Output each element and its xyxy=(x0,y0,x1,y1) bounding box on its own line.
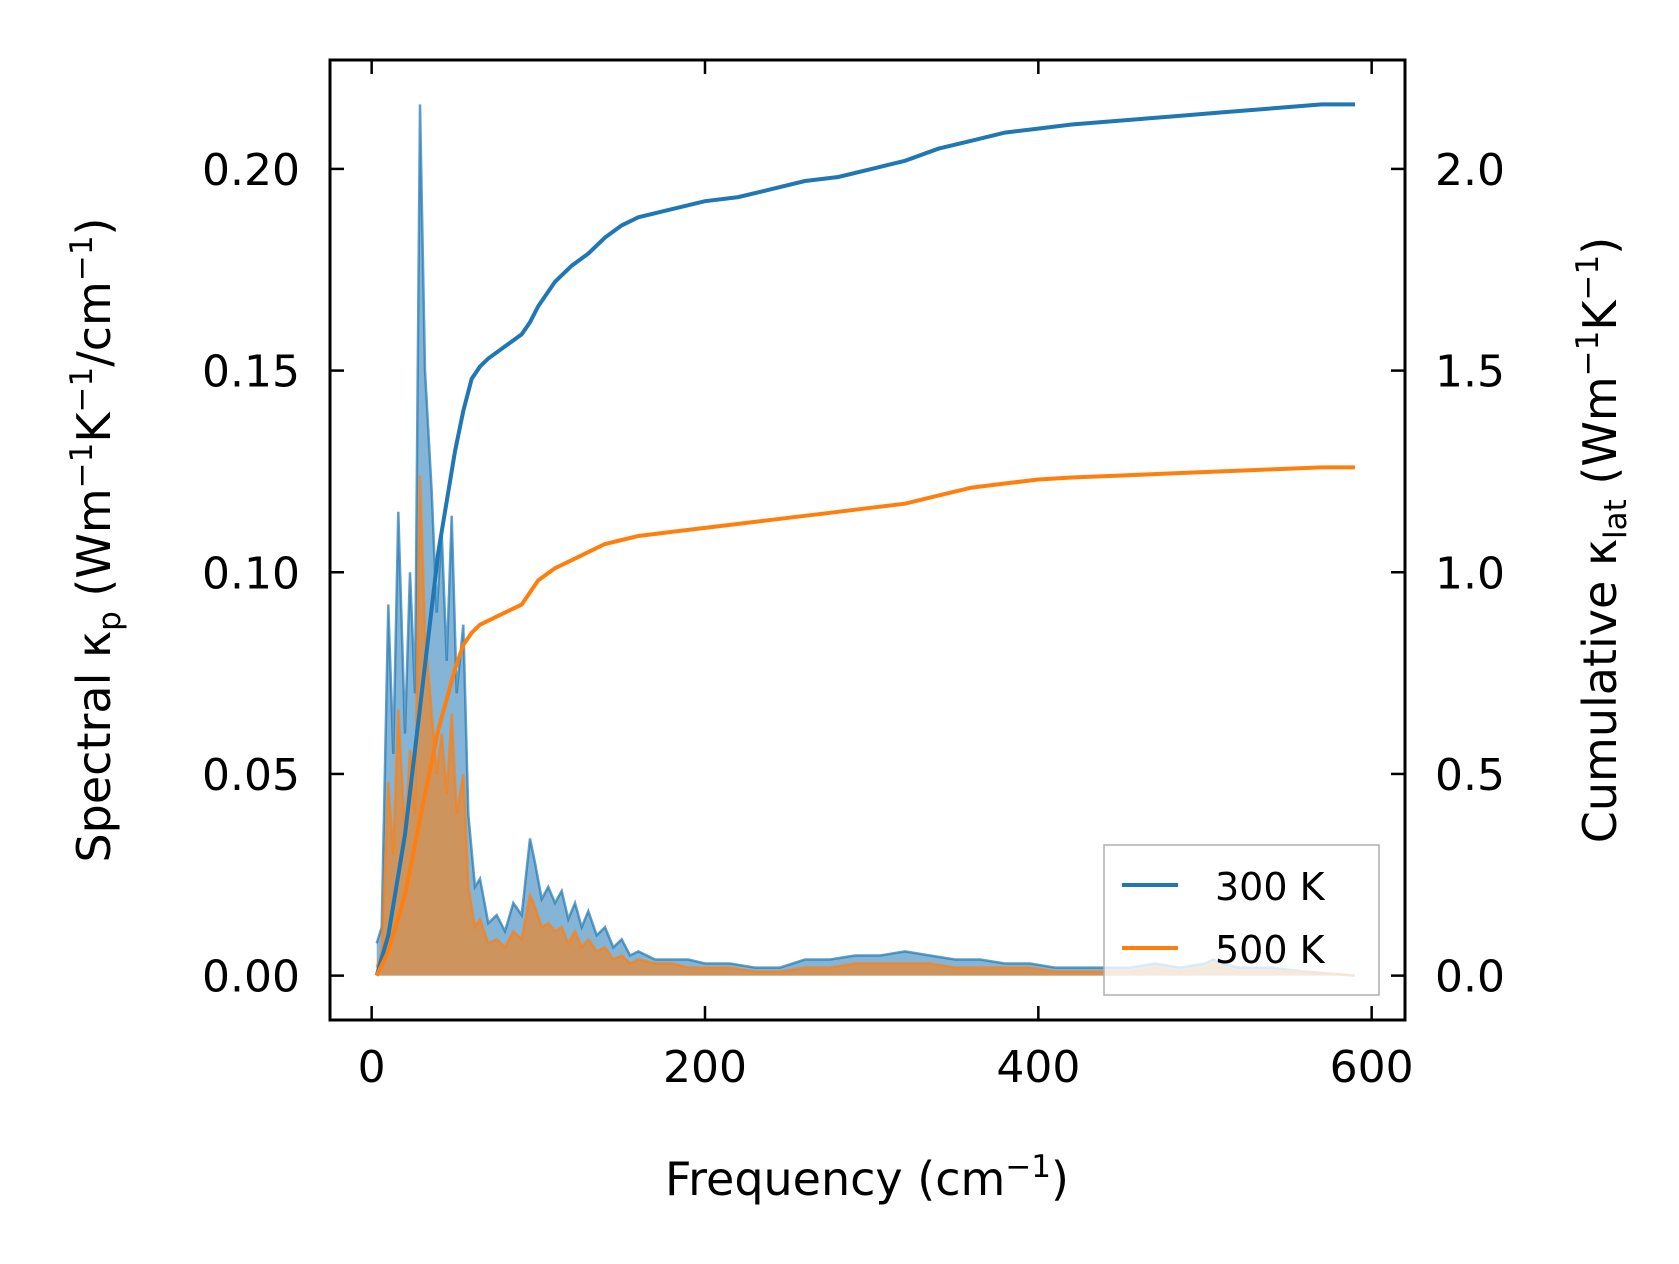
y-right-tick-label: 1.0 xyxy=(1435,548,1505,599)
plot-area xyxy=(374,102,1356,977)
y-left-tick-label: 0.15 xyxy=(202,347,300,398)
x-tick-label: 0 xyxy=(358,1042,386,1093)
y-right-tick-label: 0.0 xyxy=(1435,952,1505,1003)
y-right-tick-label: 0.5 xyxy=(1435,750,1505,801)
y-left-tick-label: 0.00 xyxy=(202,952,300,1003)
axes-frame xyxy=(328,58,1407,1022)
legend-label-500k: 500 K xyxy=(1215,928,1326,972)
y-right-axis-label: Cumulative κlat (Wm−1K−1) xyxy=(1570,237,1634,843)
legend-frame xyxy=(1103,844,1380,996)
x-axis-label: Frequency (cm−1) xyxy=(665,1149,1069,1206)
y-right-tick-label: 2.0 xyxy=(1435,145,1505,196)
legend: 300 K 500 K xyxy=(1103,844,1380,996)
cumulative-line-300k xyxy=(374,102,1355,977)
ticks: 0 200 400 600 0.00 0.05 0.10 0.15 0.20 0.0 0.5 1.0 1… xyxy=(202,60,1505,1093)
y-left-tick-label: 0.10 xyxy=(202,548,300,599)
cumulative-line-500k xyxy=(374,465,1355,977)
y-left-tick-label: 0.20 xyxy=(202,145,300,196)
y-left-tick-label: 0.05 xyxy=(202,750,300,801)
legend-label-300k: 300 K xyxy=(1215,865,1326,909)
x-tick-label: 600 xyxy=(1330,1042,1414,1093)
spectral-line-300k xyxy=(375,104,1356,977)
y-left-axis-label: Spectral κp (Wm−1K−1/cm−1) xyxy=(64,217,128,862)
spectral-line-500k xyxy=(375,475,1356,977)
y-right-tick-label: 1.5 xyxy=(1435,347,1505,398)
x-tick-label: 200 xyxy=(663,1042,747,1093)
x-tick-label: 400 xyxy=(996,1042,1080,1093)
